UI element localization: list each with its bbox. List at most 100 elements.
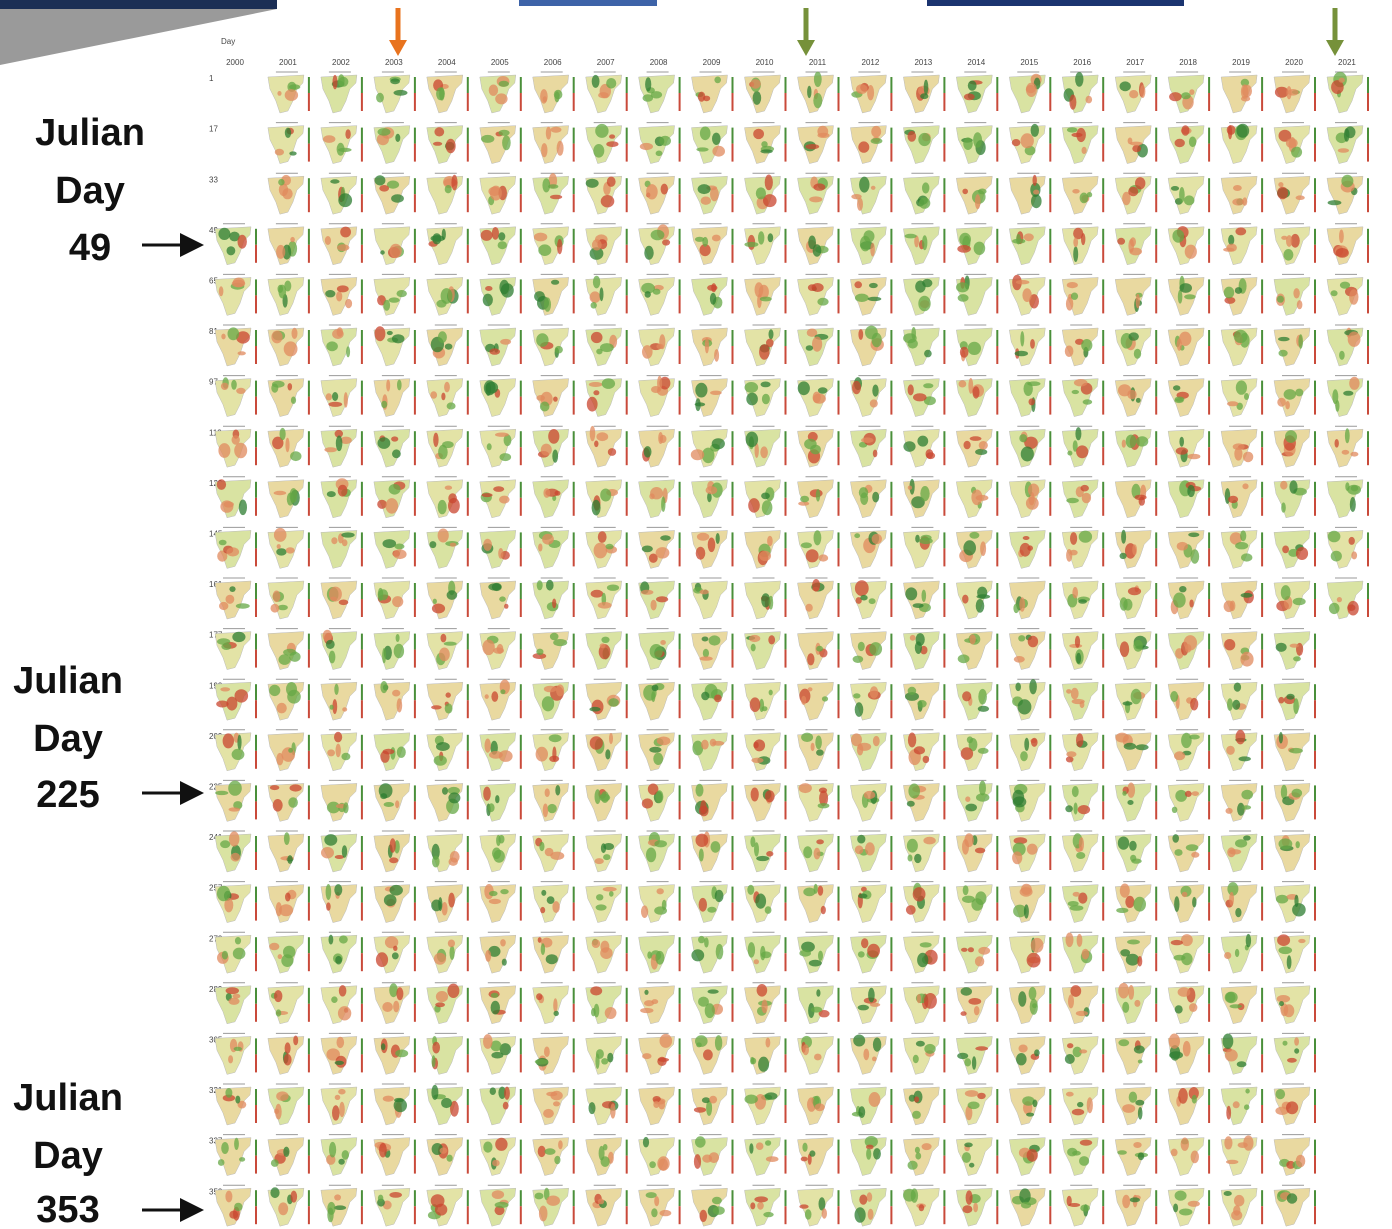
colorbar-bottom [467, 245, 469, 263]
colorbar-bottom [361, 1206, 363, 1224]
map-patch [1235, 287, 1242, 294]
map-patch [535, 1059, 548, 1064]
map-patch [1019, 434, 1027, 442]
colorbar-top [838, 1190, 840, 1206]
map-patch [700, 126, 711, 140]
map-thumbnail [321, 173, 363, 214]
map-patch [339, 935, 348, 943]
map-patch [699, 849, 704, 862]
map-patch [1133, 640, 1143, 652]
colorbar-top [1208, 229, 1210, 245]
year-label: 2002 [332, 58, 350, 67]
map-patch [657, 376, 662, 391]
colorbar-top [838, 532, 840, 548]
map-patch [543, 1109, 554, 1118]
map-thumbnail [1327, 527, 1369, 568]
colorbar-bottom [520, 548, 522, 566]
map-patch [974, 1006, 980, 1015]
colorbar-bottom [838, 346, 840, 364]
map-patch [755, 894, 766, 909]
colorbar-bottom [996, 295, 998, 313]
colorbar-bottom [1049, 599, 1051, 617]
colorbar-top [679, 381, 681, 397]
map-patch [867, 944, 880, 958]
map-patch [1296, 841, 1300, 848]
map-patch [325, 236, 331, 245]
colorbar-top [255, 482, 257, 498]
year-label: 2007 [597, 58, 615, 67]
map-shape [533, 227, 569, 265]
colorbar-bottom [996, 1105, 998, 1123]
colorbar-top [255, 988, 257, 1004]
map-patch [593, 390, 599, 395]
map-patch [870, 686, 878, 698]
map-patch [269, 685, 280, 696]
colorbar-top [1208, 1190, 1210, 1206]
map-thumbnail [1009, 1135, 1051, 1176]
colorbar-bottom [573, 295, 575, 313]
colorbar-bottom [1367, 447, 1369, 465]
map-patch [1013, 604, 1019, 614]
colorbar-top [255, 1190, 257, 1206]
map-patch [345, 299, 352, 308]
colorbar-bottom [520, 852, 522, 870]
colorbar-top [732, 836, 734, 852]
map-thumbnail [321, 123, 363, 164]
map-patch [492, 1190, 504, 1199]
annotation-text: Day [55, 170, 125, 212]
map-patch [551, 280, 559, 285]
map-patch [654, 840, 667, 847]
map-patch [1021, 447, 1034, 462]
colorbar-bottom [1261, 498, 1263, 516]
map-thumbnail [903, 983, 945, 1024]
map-patch [1236, 124, 1249, 138]
map-patch [450, 946, 455, 960]
header-strip [519, 0, 657, 6]
map-patch [1118, 837, 1129, 850]
map-patch [271, 1159, 279, 1167]
colorbar-top [467, 1140, 469, 1156]
map-patch [238, 235, 247, 249]
colorbar-top [255, 937, 257, 953]
map-thumbnail [798, 477, 840, 518]
map-patch [814, 72, 822, 87]
map-patch [545, 788, 550, 797]
map-thumbnail [691, 426, 734, 467]
map-patch [1189, 89, 1194, 95]
map-thumbnail [1274, 527, 1316, 568]
colorbar-bottom [308, 548, 310, 566]
map-patch [549, 734, 562, 742]
colorbar-bottom [943, 346, 945, 364]
map-patch [1170, 691, 1178, 702]
map-patch [976, 599, 985, 613]
map-thumbnail [427, 932, 469, 973]
map-thumbnail [480, 882, 522, 923]
map-patch [1031, 124, 1039, 137]
colorbar-top [1208, 1140, 1210, 1156]
map-patch [602, 378, 615, 389]
colorbar-bottom [573, 650, 575, 668]
colorbar-bottom [679, 498, 681, 516]
colorbar-top [255, 279, 257, 295]
map-patch [609, 733, 613, 744]
map-patch [557, 239, 562, 254]
map-patch [705, 1003, 715, 1018]
map-patch [592, 500, 601, 516]
map-patch [903, 333, 917, 343]
colorbar-top [520, 482, 522, 498]
map-thumbnail [1009, 578, 1051, 619]
colorbar-top [573, 532, 575, 548]
colorbar-top [1155, 381, 1157, 397]
map-patch [495, 795, 499, 803]
colorbar-top [467, 128, 469, 144]
colorbar-bottom [996, 498, 998, 516]
map-thumbnail [639, 274, 681, 315]
colorbar-bottom [1155, 194, 1157, 212]
map-patch [325, 290, 335, 297]
map-thumbnail [956, 831, 998, 872]
map-patch [858, 329, 863, 340]
colorbar-bottom [626, 295, 628, 313]
map-thumbnail [321, 325, 363, 366]
map-shape [903, 1138, 939, 1176]
map-patch [1175, 139, 1185, 147]
